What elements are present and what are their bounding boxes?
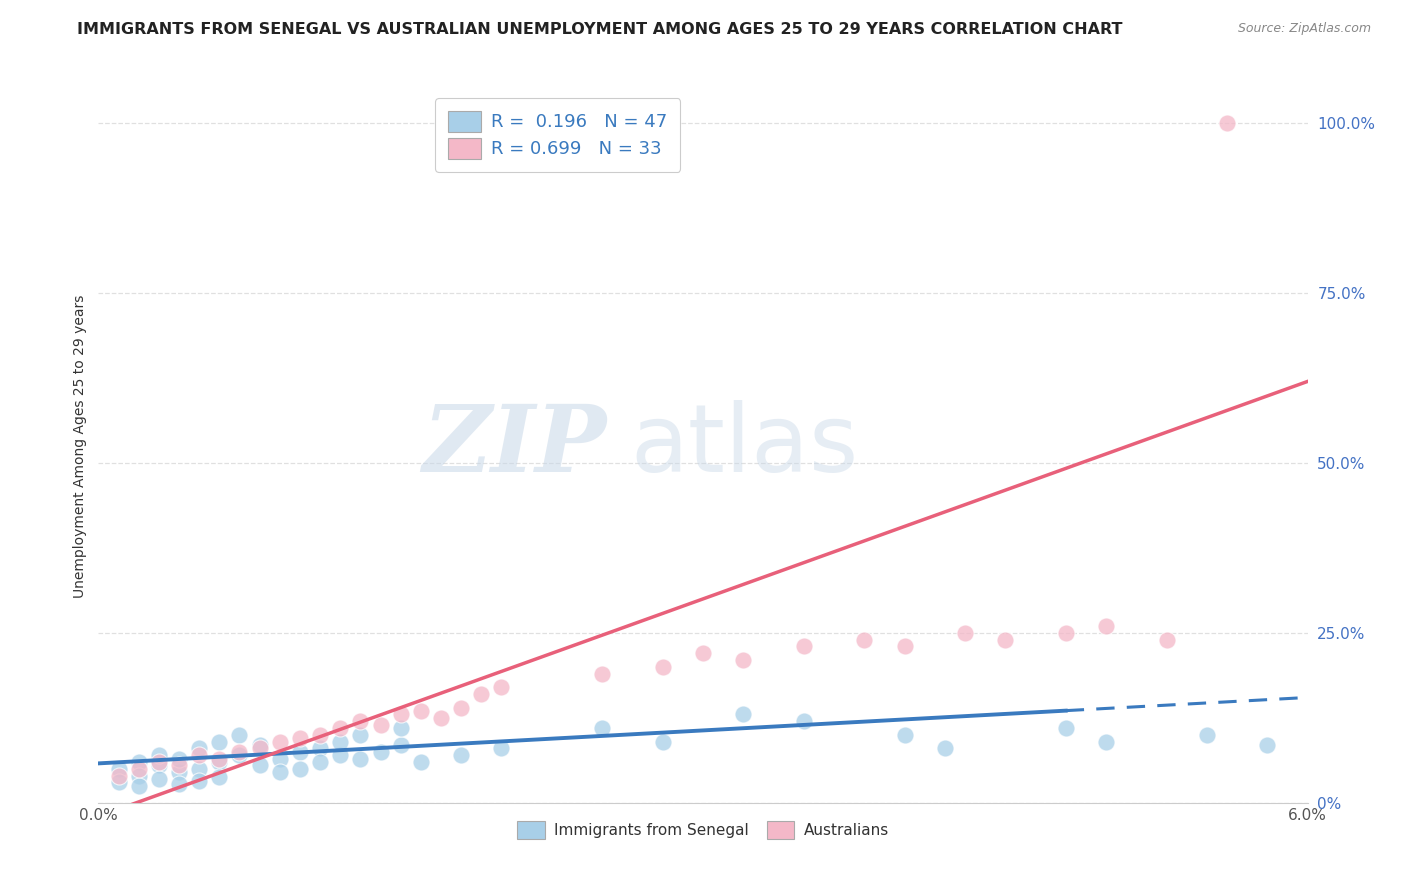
Point [470, 687, 492, 701]
Legend: Immigrants from Senegal, Australians: Immigrants from Senegal, Australians [510, 815, 896, 845]
Point [107, 762, 129, 776]
Point [167, 777, 190, 791]
Point [309, 755, 332, 769]
Text: atlas: atlas [630, 400, 859, 492]
Point [1195, 728, 1218, 742]
Point [269, 734, 291, 748]
Point [128, 762, 150, 776]
Point [167, 758, 190, 772]
Point [853, 632, 876, 647]
Point [329, 748, 352, 763]
Text: IMMIGRANTS FROM SENEGAL VS AUSTRALIAN UNEMPLOYMENT AMONG AGES 25 TO 29 YEARS COR: IMMIGRANTS FROM SENEGAL VS AUSTRALIAN UN… [77, 22, 1123, 37]
Point [1054, 721, 1077, 735]
Point [228, 745, 250, 759]
Point [249, 741, 271, 756]
Point [249, 738, 271, 752]
Point [228, 728, 250, 742]
Point [148, 772, 170, 786]
Point [1095, 619, 1118, 633]
Point [793, 714, 815, 729]
Point [288, 745, 311, 759]
Point [208, 734, 231, 748]
Point [128, 779, 150, 793]
Point [128, 755, 150, 769]
Point [651, 734, 673, 748]
Point [409, 755, 432, 769]
Text: ZIP: ZIP [422, 401, 606, 491]
Point [793, 640, 815, 654]
Point [349, 751, 371, 765]
Point [148, 755, 170, 769]
Point [309, 728, 332, 742]
Point [249, 758, 271, 772]
Point [409, 704, 432, 718]
Point [148, 758, 170, 772]
Point [893, 640, 915, 654]
Point [591, 666, 613, 681]
Y-axis label: Unemployment Among Ages 25 to 29 years: Unemployment Among Ages 25 to 29 years [73, 294, 87, 598]
Point [692, 646, 714, 660]
Point [450, 700, 472, 714]
Point [1156, 632, 1178, 647]
Point [389, 707, 412, 722]
Point [188, 762, 211, 776]
Point [733, 653, 755, 667]
Point [1095, 734, 1118, 748]
Point [148, 748, 170, 763]
Point [893, 728, 915, 742]
Point [228, 748, 250, 763]
Point [1054, 626, 1077, 640]
Point [349, 714, 371, 729]
Point [1256, 738, 1278, 752]
Point [491, 680, 513, 694]
Point [208, 755, 231, 769]
Point [288, 762, 311, 776]
Point [128, 769, 150, 783]
Point [167, 765, 190, 780]
Point [269, 751, 291, 765]
Point [370, 745, 392, 759]
Point [309, 741, 332, 756]
Text: Source: ZipAtlas.com: Source: ZipAtlas.com [1237, 22, 1371, 36]
Point [107, 769, 129, 783]
Point [208, 751, 231, 765]
Point [188, 741, 211, 756]
Point [1216, 116, 1239, 130]
Point [107, 775, 129, 789]
Point [208, 770, 231, 784]
Point [994, 632, 1017, 647]
Point [188, 774, 211, 789]
Point [288, 731, 311, 746]
Point [450, 748, 472, 763]
Point [269, 765, 291, 780]
Point [349, 728, 371, 742]
Point [389, 721, 412, 735]
Point [329, 721, 352, 735]
Point [591, 721, 613, 735]
Point [370, 717, 392, 731]
Point [934, 741, 956, 756]
Point [953, 626, 976, 640]
Point [651, 660, 673, 674]
Point [389, 738, 412, 752]
Point [430, 711, 453, 725]
Point [329, 734, 352, 748]
Point [491, 741, 513, 756]
Point [167, 751, 190, 765]
Point [188, 748, 211, 763]
Point [733, 707, 755, 722]
